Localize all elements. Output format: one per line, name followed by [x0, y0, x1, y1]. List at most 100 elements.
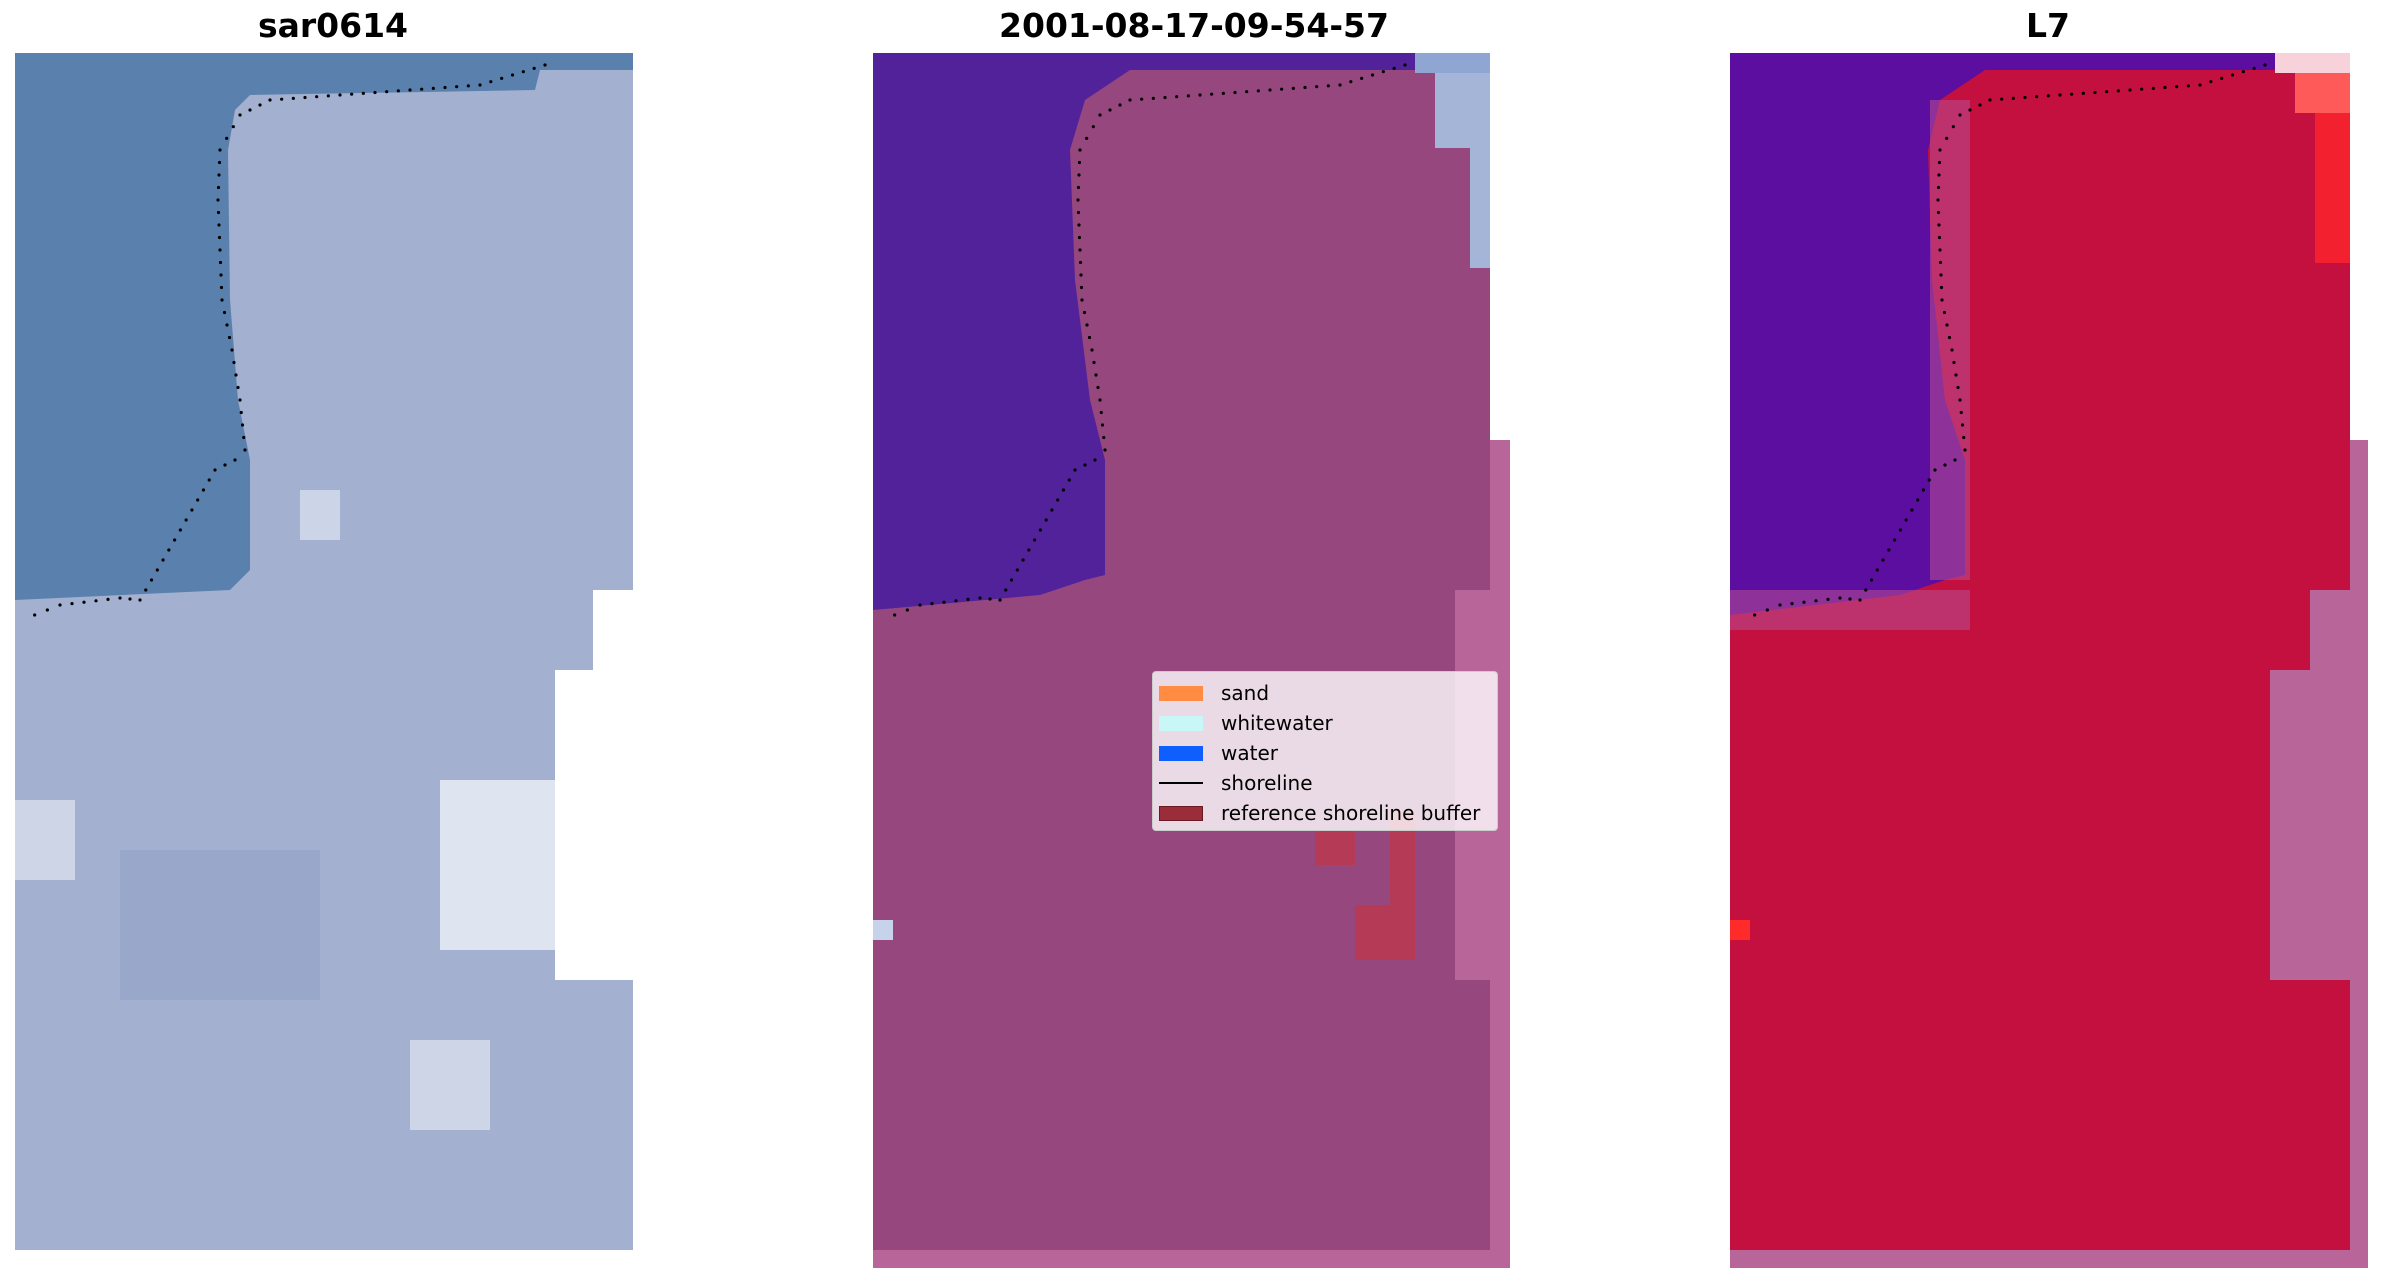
shoreline-dot — [240, 423, 245, 427]
shoreline-dot — [1937, 223, 1941, 227]
classified-whitewater-strip — [1415, 53, 1490, 73]
shoreline-dot — [155, 568, 159, 572]
shoreline-dot — [2070, 92, 2074, 96]
shoreline-dot — [1864, 588, 1868, 592]
shoreline-dot — [1085, 136, 1089, 140]
legend-item-buffer: reference shoreline buffer — [1159, 798, 1480, 828]
shoreline-dot — [1103, 448, 1107, 452]
shoreline-dot — [1082, 310, 1087, 315]
shoreline-dot — [1988, 98, 1992, 102]
shoreline-dot — [1898, 528, 1902, 532]
ndwi-edge-strip — [2270, 670, 2310, 980]
shoreline-dot — [1078, 260, 1083, 265]
shoreline-dot — [1326, 84, 1330, 88]
shoreline-dot — [1753, 613, 1757, 617]
shoreline-dot — [1921, 488, 1926, 492]
shoreline-dot — [248, 108, 252, 112]
shoreline-dot — [1936, 210, 1941, 215]
shoreline-dot — [455, 85, 459, 89]
shoreline-dot — [1765, 608, 1769, 612]
shoreline-dot — [1210, 92, 1214, 96]
shoreline-dot — [216, 198, 220, 202]
shoreline-dot — [1080, 298, 1084, 302]
shoreline-dot — [238, 398, 242, 402]
shoreline-dot — [1098, 113, 1102, 117]
shoreline-dot — [1936, 185, 1941, 190]
classified-whitewater-pixel — [873, 920, 893, 940]
shoreline-dot — [489, 80, 493, 84]
classified-whitewater-strip — [1435, 73, 1490, 148]
shoreline-dot — [2241, 70, 2245, 74]
shoreline-dot — [243, 448, 247, 452]
shoreline-dot — [1038, 528, 1042, 532]
shoreline-dot — [1090, 348, 1094, 352]
shoreline-dot — [234, 373, 238, 377]
shoreline-dot — [1943, 463, 1947, 467]
shoreline-dot — [1978, 103, 1982, 107]
whitewater-swatch — [1159, 715, 1203, 731]
shoreline-dot — [149, 578, 154, 582]
shoreline-dot — [94, 599, 98, 603]
shoreline-dot — [138, 598, 142, 602]
shoreline-dots-group — [33, 63, 2267, 617]
shoreline-dot — [988, 597, 992, 601]
shoreline-dot — [893, 613, 897, 617]
shoreline-dot — [236, 385, 240, 390]
shoreline-dot — [2230, 73, 2235, 77]
shoreline-dot — [1956, 385, 1960, 390]
classified-image-panel — [873, 53, 1510, 1268]
shoreline-dot — [219, 285, 224, 290]
shoreline-dot — [1091, 125, 1095, 129]
shoreline-dot — [1940, 298, 1944, 302]
shoreline-dot — [1916, 498, 1920, 502]
shoreline-dot — [217, 160, 222, 165]
shoreline-dot — [1942, 310, 1947, 315]
shoreline-dot — [196, 498, 200, 502]
shoreline-dot — [2046, 94, 2050, 98]
shoreline-dot — [2081, 91, 2085, 95]
shoreline-dot — [106, 597, 110, 602]
shoreline-dot — [1881, 558, 1885, 562]
shoreline-dot — [1960, 423, 1965, 427]
legend-label-sand: sand — [1221, 681, 1270, 705]
shoreline-dot — [1349, 80, 1353, 84]
shoreline-dot — [2023, 95, 2027, 100]
shoreline-dot — [58, 603, 62, 607]
ndwi-image-panel — [1730, 53, 2368, 1268]
legend-label-water: water — [1221, 741, 1278, 765]
ndwi-transition-band — [1930, 100, 1970, 580]
shoreline-dot — [1076, 198, 1080, 202]
shoreline-dot — [918, 603, 922, 607]
shoreline-dot — [1027, 548, 1031, 552]
ndwi-edge-strip — [2310, 590, 2350, 980]
shoreline-dot — [315, 95, 319, 99]
shoreline-dot — [2263, 63, 2267, 67]
shoreline-dot — [1814, 599, 1818, 603]
rgb-bright-patch — [300, 490, 340, 540]
shoreline-dot — [1033, 538, 1037, 542]
shoreline-dot — [1381, 70, 1385, 74]
shoreline-dot — [2175, 85, 2179, 89]
shoreline-dot — [167, 548, 171, 552]
shoreline-dot — [930, 602, 934, 606]
shoreline-dot — [361, 91, 365, 95]
shoreline-dot — [1021, 558, 1025, 562]
shoreline-dot — [2035, 95, 2039, 99]
shoreline-dot — [1959, 410, 1963, 415]
legend-label-buffer: reference shoreline buffer — [1221, 801, 1481, 825]
shoreline-dot — [1938, 148, 1942, 152]
shoreline-dot — [1079, 285, 1084, 290]
shoreline-dot — [478, 83, 482, 87]
shoreline-dot — [1936, 198, 1940, 202]
shoreline-dot — [1085, 323, 1089, 327]
shoreline-dot — [70, 602, 74, 606]
rgb-water-area — [15, 53, 633, 600]
shoreline-dot — [1073, 468, 1077, 472]
shoreline-dot — [1108, 108, 1112, 112]
shoreline-dot — [2252, 66, 2256, 70]
shoreline-dot — [1009, 578, 1014, 582]
shoreline-dot — [1937, 160, 1942, 165]
shoreline-dot — [1077, 173, 1081, 177]
shoreline-dot — [1076, 185, 1081, 190]
shoreline-dot — [216, 210, 221, 215]
